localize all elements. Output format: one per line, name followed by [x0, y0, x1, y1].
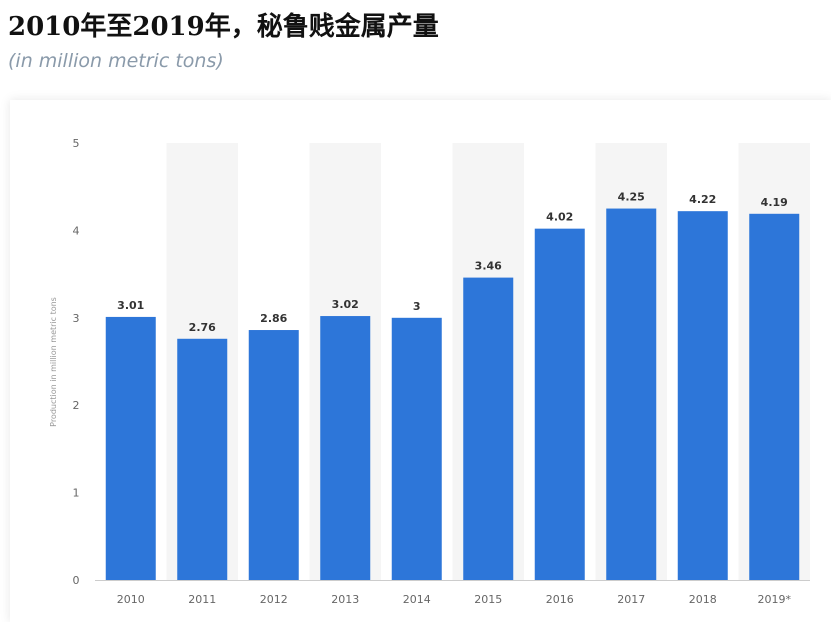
x-tick-label: 2016: [546, 593, 574, 606]
bar: [534, 228, 585, 581]
y-axis-label: Production in million metric tons: [49, 297, 58, 427]
bar: [606, 208, 657, 581]
data-labels: 3.01 2.76 2.86 3.02 3 3.46 4.02 4.25 4.22 4.19: [117, 191, 788, 334]
x-tick-label: 2013: [331, 593, 359, 606]
y-tick-label: 0: [73, 574, 80, 587]
chart-subtitle: (in million metric tons): [8, 50, 224, 72]
bars: [105, 208, 800, 581]
data-label: 4.19: [761, 196, 788, 209]
data-label: 4.25: [618, 191, 645, 204]
bar: [391, 317, 442, 580]
bar: [177, 338, 228, 580]
bar: [463, 277, 514, 580]
data-label: 4.22: [689, 193, 716, 206]
data-label: 2.76: [189, 321, 216, 334]
bar: [320, 316, 371, 580]
chart-title: 2010年至2019年，秘鲁贱金属产量: [8, 12, 439, 42]
y-tick-label: 3: [73, 312, 80, 325]
x-tick-label: 2019*: [758, 593, 792, 606]
x-axis: 2010 2011 2012 2013 2014 2015 2016 2017 2018 2019…: [95, 580, 810, 606]
data-label: 3: [413, 300, 421, 313]
data-label: 2.86: [260, 312, 287, 325]
y-axis: 0 1 2 3 4 5: [73, 137, 80, 587]
x-tick-label: 2014: [403, 593, 431, 606]
y-tick-label: 2: [73, 399, 80, 412]
bar: [105, 316, 156, 580]
data-label: 3.02: [332, 298, 359, 311]
y-tick-label: 1: [73, 487, 80, 500]
x-tick-label: 2015: [474, 593, 502, 606]
x-tick-label: 2017: [617, 593, 645, 606]
data-label: 3.01: [117, 299, 144, 312]
data-label: 3.46: [475, 260, 502, 273]
bar: [749, 213, 800, 580]
y-tick-label: 4: [73, 224, 80, 237]
bar: [677, 211, 728, 580]
y-tick-label: 5: [73, 137, 80, 150]
data-label: 4.02: [546, 211, 573, 224]
x-tick-label: 2011: [188, 593, 216, 606]
x-tick-label: 2012: [260, 593, 288, 606]
bar: [248, 330, 299, 580]
x-tick-label: 2010: [117, 593, 145, 606]
x-tick-label: 2018: [689, 593, 717, 606]
